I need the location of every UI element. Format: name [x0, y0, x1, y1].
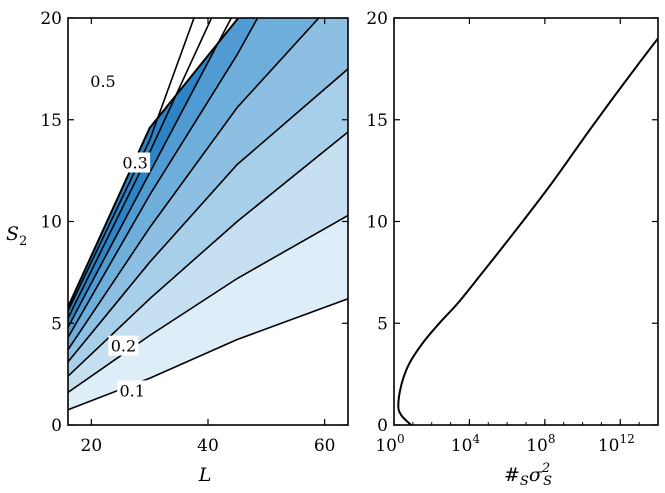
variance-x-axis-label-sigma: σ: [529, 464, 543, 486]
contour-line: [68, 214, 348, 394]
contour-line: [68, 18, 195, 312]
contour-y-tick-label: 20: [40, 9, 62, 29]
contour-y-tick-label: 5: [51, 314, 62, 334]
contour-labels: 0.1 0.2 0.3 0.5: [88, 71, 151, 401]
contour-y-tick-label: 15: [40, 111, 62, 131]
variance-curve-group: [397, 37, 658, 425]
variance-y-tick-label: 5: [377, 314, 388, 334]
contour-y-axis-label: S2: [6, 223, 27, 249]
contour-y-axis-label-sub: 2: [19, 234, 27, 249]
contour-y-tick-label: 0: [51, 416, 62, 436]
variance-x-tick-label: 1012: [598, 432, 635, 456]
contour-label-bg: [120, 152, 151, 173]
contour-x-tick-label: 60: [314, 436, 336, 456]
variance-x-axis-label: #Sσ2 S: [504, 461, 552, 489]
contour-x-axis-label: L: [198, 464, 212, 486]
contour-line: [68, 18, 233, 328]
variance-x-axis-label-hash: #: [504, 464, 520, 486]
variance-y-tick-label: 10: [366, 213, 388, 233]
contour-label: 0.5: [90, 72, 115, 91]
variance-x-axis-label-sub2: S: [543, 474, 552, 489]
contour-label-bg: [88, 71, 118, 92]
variance-x-axis-label-sub: S: [520, 474, 529, 489]
variance-y-tick-label: 15: [366, 111, 388, 131]
contour-line: [68, 18, 213, 319]
variance-y-tick-label: 20: [366, 9, 388, 29]
contour-label-bg: [117, 380, 148, 401]
contour-y-axis-label-main: S: [6, 223, 19, 245]
contour-lines: [68, 18, 348, 411]
variance-curve: [397, 37, 658, 425]
contour-label: 0.1: [119, 381, 144, 400]
variance-x-tick-label: 108: [526, 432, 555, 456]
contour-line: [68, 298, 348, 411]
variance-plot-frame: [393, 17, 659, 426]
contour-panel: 0.1 0.2 0.3 0.5 20 40 60 0 5 10 15 20 L S2: [6, 9, 349, 486]
variance-y-tick-label: 0: [377, 416, 388, 436]
variance-x-tick-label: 104: [451, 432, 481, 456]
contour-label: 0.3: [122, 153, 147, 172]
contour-line: [68, 18, 320, 351]
contour-boundary-line: [68, 18, 240, 308]
contour-line: [68, 18, 259, 338]
contour-y-tick-label: 10: [40, 213, 62, 233]
contour-axis-ticks: 20 40 60 0 5 10 15 20: [40, 9, 348, 456]
contour-label-bg: [108, 335, 139, 356]
contour-label: 0.2: [111, 337, 136, 356]
contour-x-tick-label: 40: [197, 436, 219, 456]
contour-x-tick-label: 20: [81, 436, 103, 456]
variance-axis-ticks: 100 104 108 1012 0 5 10 15 20: [366, 9, 659, 456]
variance-x-axis-label-sup: 2: [541, 461, 550, 476]
contour-line: [68, 68, 348, 363]
variance-x-tick-label: 100: [375, 432, 404, 456]
